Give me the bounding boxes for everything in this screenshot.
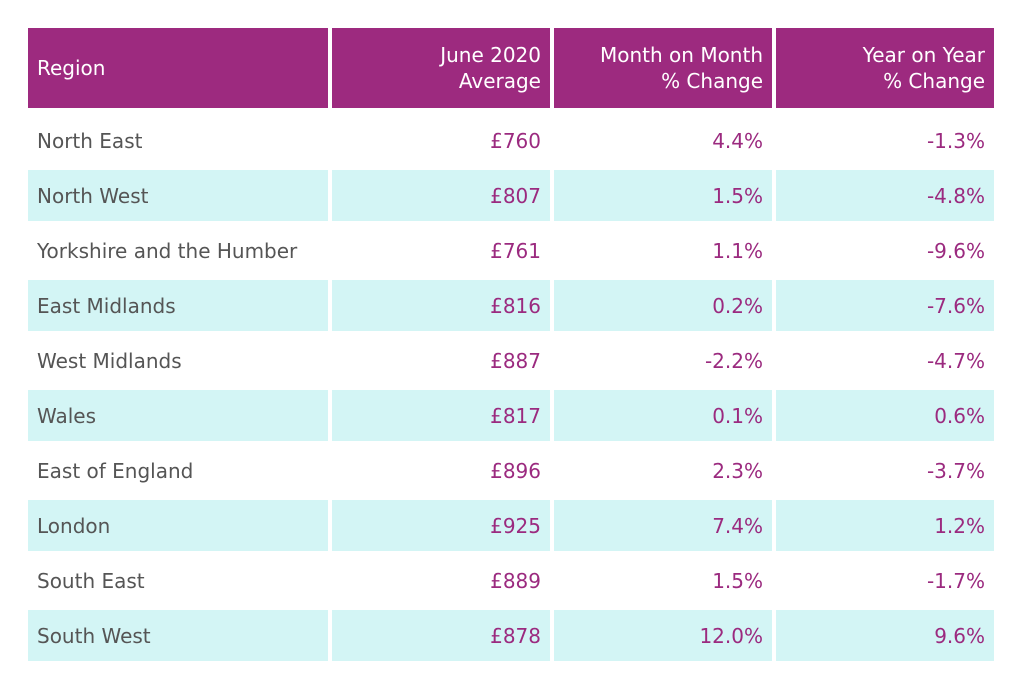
header-cell: Year on Year % Change [776,28,994,108]
region-cell: London [28,500,328,551]
value-cell: 2.3% [712,458,763,483]
value-cell: 0.2% [554,280,772,331]
value-cell: 1.2% [776,500,994,551]
value-cell: £761 [490,238,541,263]
value-cell: -1.3% [926,128,985,153]
region-cell: South West [28,610,328,661]
value-cell: £887 [490,348,541,373]
value-cell: -9.6% [926,238,985,263]
region-cell: South East [37,568,145,593]
value-cell: 0.6% [776,390,994,441]
value-cell: -4.7% [926,348,985,373]
region-cell: North East [37,128,143,153]
value-cell: -1.7% [926,568,985,593]
value-cell: £878 [332,610,550,661]
header-cell: Region [28,28,328,108]
value-cell: £760 [490,128,541,153]
value-cell: £896 [490,458,541,483]
value-cell: -3.7% [926,458,985,483]
value-cell: 9.6% [776,610,994,661]
region-cell: Yorkshire and the Humber [37,238,298,263]
header-cell: Month on Month % Change [554,28,772,108]
value-cell: -4.8% [776,170,994,221]
value-cell: £807 [332,170,550,221]
region-cell: East of England [37,458,194,483]
value-cell: £817 [332,390,550,441]
value-cell: 0.1% [554,390,772,441]
value-cell: £925 [332,500,550,551]
region-cell: North West [28,170,328,221]
header-cell: June 2020 Average [332,28,550,108]
value-cell: 12.0% [554,610,772,661]
value-cell: £816 [332,280,550,331]
region-cell: West Midlands [37,348,182,373]
region-cell: East Midlands [28,280,328,331]
region-cell: Wales [28,390,328,441]
value-cell: 1.1% [712,238,763,263]
value-cell: 1.5% [712,568,763,593]
value-cell: £889 [490,568,541,593]
value-cell: -7.6% [776,280,994,331]
value-cell: 4.4% [712,128,763,153]
value-cell: -2.2% [704,348,763,373]
value-cell: 7.4% [554,500,772,551]
value-cell: 1.5% [554,170,772,221]
